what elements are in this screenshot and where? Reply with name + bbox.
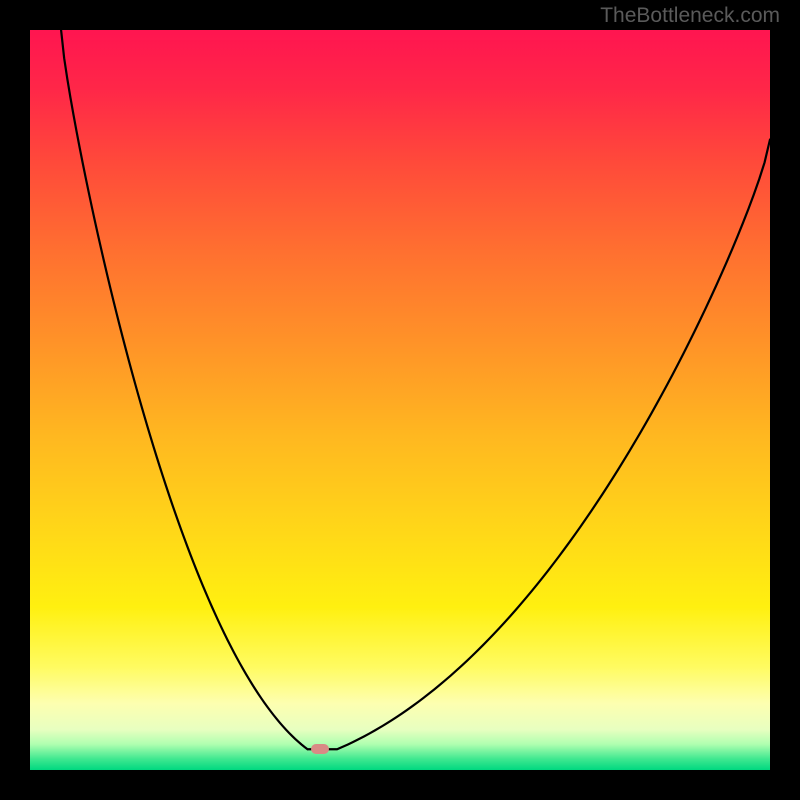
watermark-text: TheBottleneck.com [600,4,780,28]
optimum-marker [311,744,329,754]
chart-plot-area [30,30,770,770]
bottleneck-curve [30,30,770,770]
